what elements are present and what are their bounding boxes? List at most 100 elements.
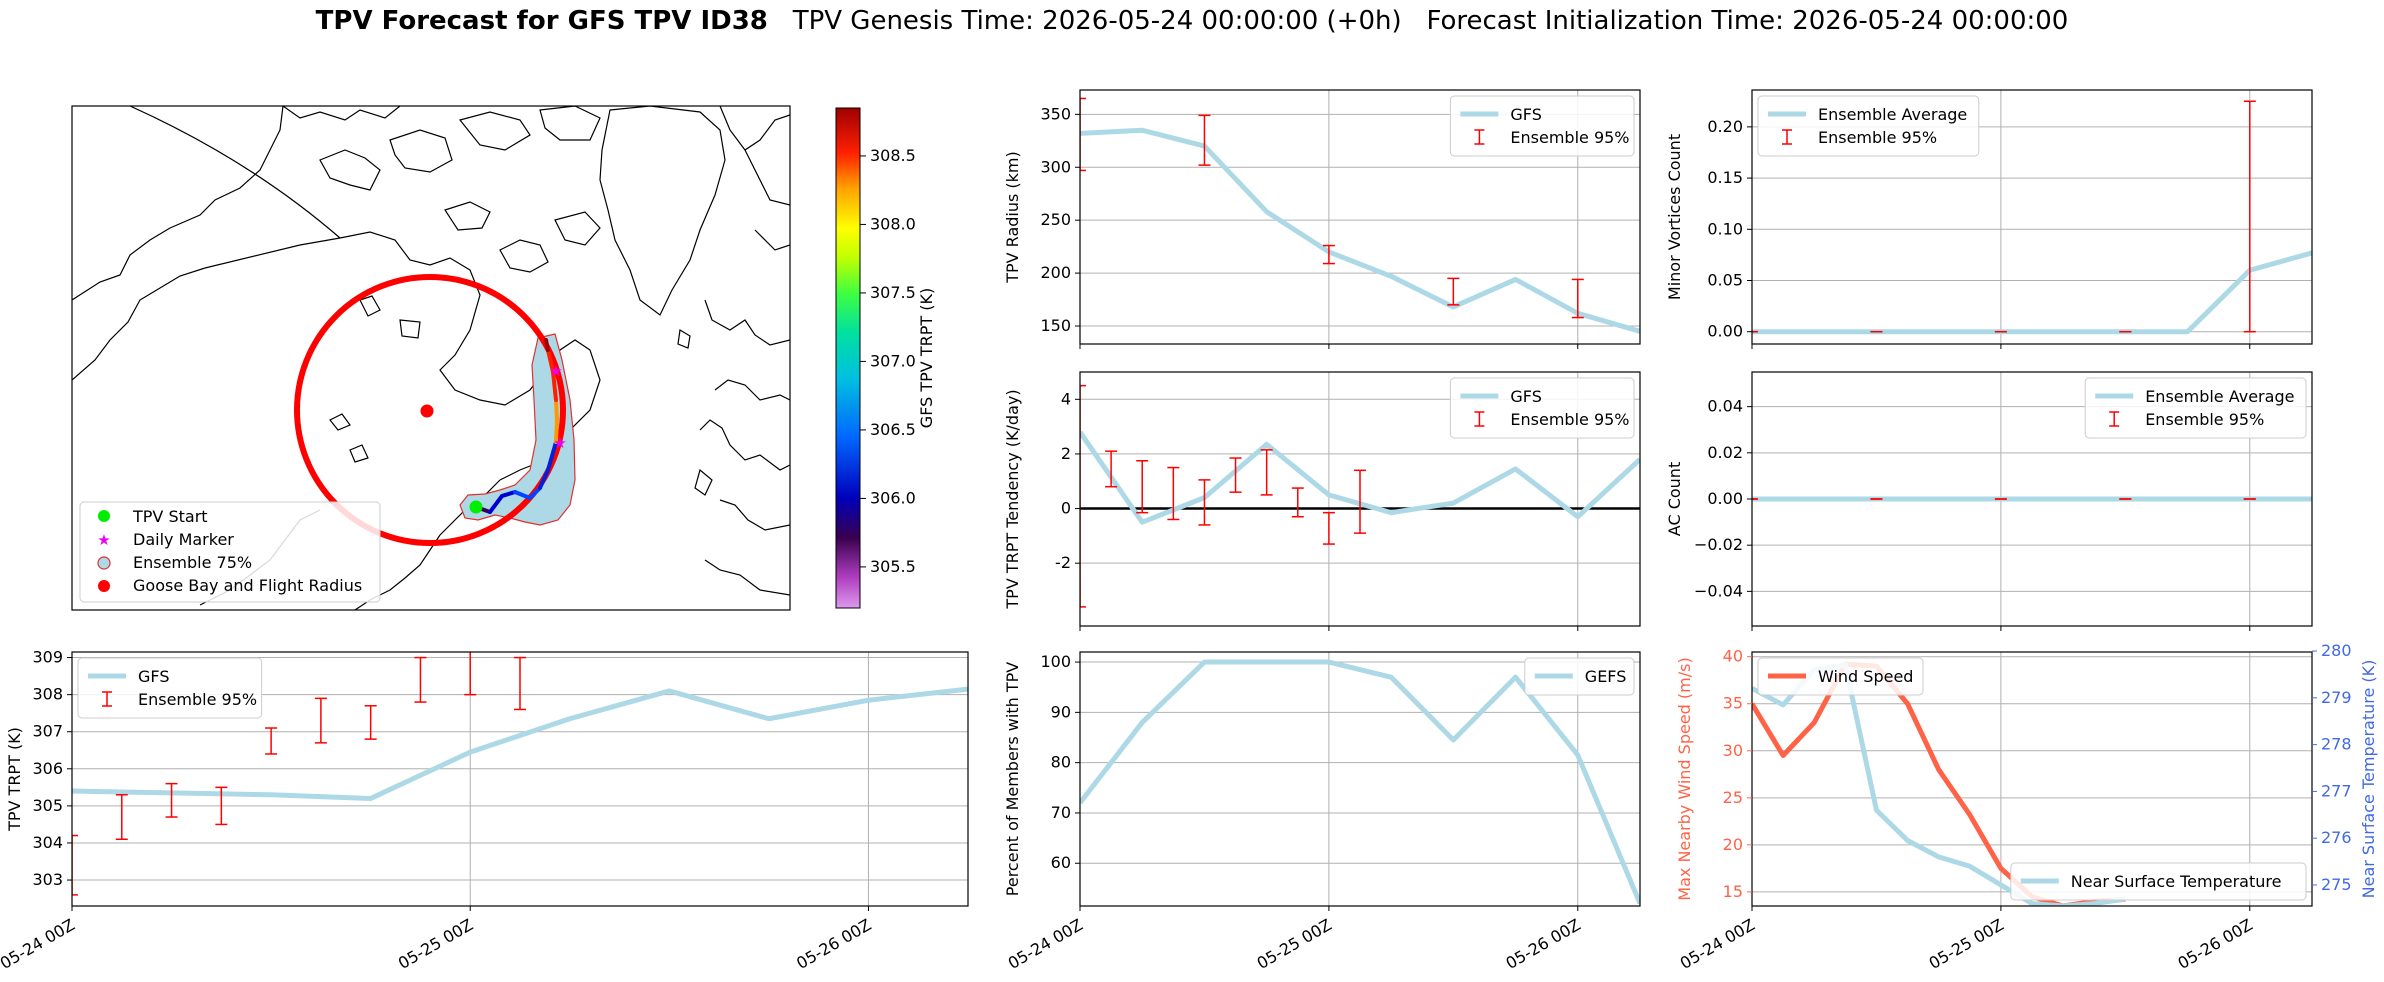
y-tick-label: 300 — [1040, 157, 1071, 176]
figure-title: TPV Forecast for GFS TPV ID38 TPV Genesi… — [0, 6, 2384, 36]
plot-area — [72, 652, 968, 896]
y-axis-label: TPV Radius (km) — [1003, 151, 1022, 284]
chart-ac: −0.04 −0.02 0.00 0.02 0.04 AC Count Ensemble A… — [1665, 371, 2313, 631]
title-main: TPV Forecast for GFS TPV ID38 — [315, 6, 768, 36]
y-tick-label: 100 — [1040, 652, 1071, 671]
series-line-gfs — [72, 686, 968, 801]
colorbar-tick-label: 307.0 — [870, 351, 916, 370]
axes-frame — [71, 651, 969, 907]
y-tick-label: 30 — [1723, 741, 1743, 760]
y-tick-label: 4 — [1061, 389, 1071, 408]
error-bar — [1322, 511, 1335, 545]
error-bar — [414, 656, 427, 703]
daily-marker-1: ★ — [549, 362, 562, 380]
y-tick-label: 35 — [1723, 694, 1743, 713]
legend-label: Ensemble Average — [2145, 387, 2294, 406]
error-bar — [215, 786, 228, 826]
error-bar — [72, 834, 78, 896]
y-tick-label: 0.05 — [1707, 271, 1743, 290]
map-legend: ★ TPV Start Daily Marker Ensemble 75% Go… — [79, 501, 381, 603]
x-tick-label: 05-24 00Z — [0, 915, 78, 973]
error-bar — [464, 652, 477, 696]
y-tick-label: 80 — [1051, 753, 1071, 772]
x-tick-label: 05-25 00Z — [1254, 915, 1335, 973]
legend-box — [1524, 657, 1635, 696]
legend: GFS Ensemble 95% — [1449, 377, 1635, 439]
x-tick-label: 05-25 00Z — [395, 915, 476, 973]
y-axis-label: Minor Vortices Count — [1665, 134, 1684, 300]
error-bar — [1198, 479, 1211, 526]
right-tick-label: 275 — [2321, 875, 2352, 894]
colorbar-gradient — [835, 107, 861, 609]
axes-frame — [1079, 371, 1641, 627]
map-legend-label-0: TPV Start — [132, 507, 208, 526]
x-tick-label: 05-24 00Z — [1677, 915, 1758, 973]
legend-label: Near Surface Temperature — [2071, 872, 2282, 891]
legend-box — [2084, 377, 2307, 439]
y-tick-label: 309 — [32, 648, 63, 667]
colorbar: 305.5 306.0 306.5 307.0 307.5 308.0 308.5 GFS … — [835, 107, 936, 609]
tpv-start-marker — [469, 500, 483, 514]
y-tick-label: −0.02 — [1694, 535, 1743, 554]
legend-label: GFS — [1510, 105, 1541, 124]
y-tick-label: 200 — [1040, 263, 1071, 282]
colorbar-tick-label: 305.5 — [870, 557, 916, 576]
y-tick-label: 150 — [1040, 316, 1071, 335]
legend-label: GFS — [1510, 387, 1541, 406]
chart-members: 60 70 80 90 100 Percent of Members with TPV 05… — [1003, 651, 1641, 973]
legend-label: Ensemble 95% — [1818, 128, 1937, 147]
y-axis-label: Percent of Members with TPV — [1003, 662, 1022, 896]
error-bar — [115, 794, 128, 841]
right-tick-label: 279 — [2321, 688, 2352, 707]
y-tick-label: 0.04 — [1707, 397, 1743, 416]
y-tick-label: 0.02 — [1707, 443, 1743, 462]
error-bar — [265, 727, 278, 755]
error-bar — [1198, 114, 1211, 166]
chart-wind: 15 20 25 30 35 40 Max Nearby Wind Speed (m/s) 2… — [1675, 641, 2378, 973]
title-genesis: TPV Genesis Time: 2026-05-24 00:00:00 (+… — [792, 6, 1402, 36]
y-axis-label: Max Nearby Wind Speed (m/s) — [1675, 657, 1694, 900]
axes-frame — [1079, 651, 1641, 907]
right-tick-label: 280 — [2321, 641, 2352, 660]
error-bar — [1136, 460, 1149, 514]
right-tick-label: 277 — [2321, 781, 2352, 800]
legend-box — [77, 657, 263, 719]
error-bar — [514, 656, 526, 711]
legend-box — [1757, 657, 1924, 696]
legend-label: GFS — [138, 667, 169, 686]
y-tick-label: 60 — [1051, 853, 1071, 872]
y-tick-label: −0.04 — [1694, 581, 1743, 600]
y-tick-label: 0.00 — [1707, 322, 1743, 341]
legend: Wind Speed — [1757, 657, 1924, 696]
plot-area — [1080, 384, 1640, 608]
y-tick-label: 2 — [1061, 444, 1071, 463]
y-tick-label: 25 — [1723, 788, 1743, 807]
series-line-ensemble-average — [1752, 250, 2312, 335]
legend-box — [2010, 862, 2307, 901]
y-tick-label: 15 — [1723, 882, 1743, 901]
colorbar-ticks: 305.5 306.0 306.5 307.0 307.5 308.0 308.5 — [860, 146, 916, 576]
legend-label: Ensemble 95% — [2145, 410, 2264, 429]
x-tick-label: 05-26 00Z — [2174, 915, 2255, 973]
error-bar — [165, 782, 178, 818]
y-axis-label: TPV TRPT (K) — [5, 727, 24, 832]
legend: Ensemble Average Ensemble 95% — [2084, 377, 2307, 439]
x-tick-label: 05-26 00Z — [793, 915, 874, 973]
chart-minor: 0.00 0.05 0.10 0.15 0.20 Minor Vortices Count… — [1665, 89, 2313, 349]
error-bar — [364, 705, 377, 740]
legend-box — [1449, 95, 1635, 157]
plot-area — [1080, 659, 1640, 905]
map-legend-label-1: Daily Marker — [133, 530, 234, 549]
y-tick-label: 304 — [32, 833, 63, 852]
colorbar-tick-label: 308.0 — [870, 214, 916, 233]
error-bar — [1167, 466, 1180, 521]
colorbar-tick-label: 306.0 — [870, 488, 916, 507]
y-tick-label: 0.20 — [1707, 117, 1743, 136]
series-line-wind-speed — [1752, 661, 2126, 906]
y-axis-label: AC Count — [1665, 462, 1684, 536]
series-line-gefs — [1080, 659, 1640, 905]
chart-radius: 150 200 250 300 350 TPV Radius (km) GFS Ensembl… — [1003, 89, 1641, 349]
svg-text:★: ★ — [97, 531, 110, 549]
